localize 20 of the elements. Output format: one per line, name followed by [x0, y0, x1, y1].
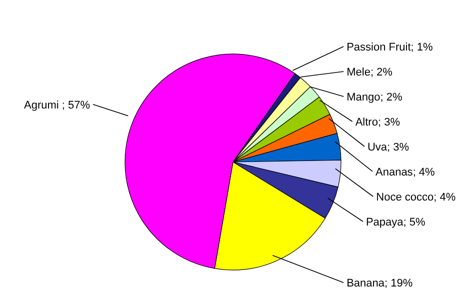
data-label: ; 57%	[58, 99, 90, 112]
data-label: ; 2%	[380, 92, 402, 104]
slice-label: Uva	[367, 142, 388, 154]
slice-label: Papaya	[366, 216, 404, 228]
data-label: ; 3%	[378, 116, 400, 128]
data-label: ; 5%	[403, 216, 426, 228]
slice-label: Passion Fruit	[346, 42, 411, 54]
data-label: ; 3%	[387, 142, 410, 154]
slice-label: Banana	[346, 278, 386, 290]
data-label: ; 1%	[410, 42, 434, 54]
slice-label: Noce cocco	[376, 192, 434, 204]
slice-label: Ananas	[376, 166, 414, 178]
slice-label: Mele	[346, 66, 370, 78]
data-label: ; 4%	[434, 192, 456, 204]
slice-label: Mango	[346, 92, 380, 104]
slice-label: Altro	[355, 116, 378, 128]
data-label: ; 4%	[412, 166, 436, 178]
data-label: ; 2%	[370, 66, 393, 78]
slice-label: Agrumi	[24, 99, 59, 112]
data-label: ; 19%	[384, 278, 413, 290]
